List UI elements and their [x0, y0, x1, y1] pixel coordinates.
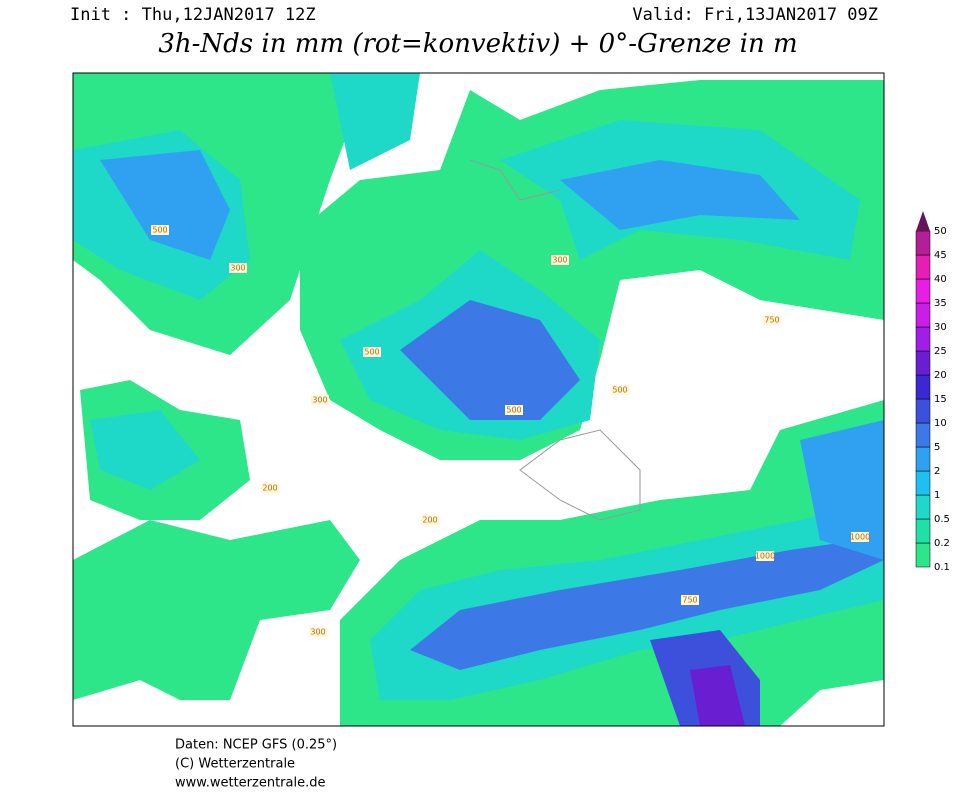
colorbar-segment [915, 470, 931, 496]
iso-label: 500 [152, 226, 167, 235]
colorbar-label: 5 [934, 442, 940, 453]
iso-label: 500 [612, 386, 627, 395]
iso-label-bg [763, 315, 781, 325]
iso-label-bg [261, 483, 279, 493]
map-title: 3h-Nds in mm (rot=konvektiv) + 0°-Grenze… [158, 29, 797, 59]
iso-label: 1000 [755, 552, 775, 561]
iso-label: 300 [310, 628, 325, 637]
colorbar-segment [915, 302, 931, 328]
iso-label: 200 [422, 516, 437, 525]
map-field [72, 72, 885, 727]
iso-label: 500 [364, 348, 379, 357]
colorbar-label: 0.5 [934, 514, 950, 525]
colorbar-label: 10 [934, 418, 947, 429]
iso-label-bg [151, 225, 169, 235]
colorbar-label: 45 [934, 250, 947, 261]
iso-label: 300 [552, 256, 567, 265]
colorbar-segment [915, 518, 931, 544]
colorbar-label: 1 [934, 490, 940, 501]
iso-label-bg [756, 551, 774, 561]
data-source: Daten: NCEP GFS (0.25°) [175, 738, 337, 753]
colorbar-segment [915, 278, 931, 304]
iso-label-bg [611, 385, 629, 395]
colorbar-cap [916, 211, 930, 231]
iso-label: 1000 [850, 533, 870, 542]
colorbar-segment [915, 350, 931, 376]
colorbar-segment [915, 446, 931, 472]
colorbar-segment [915, 398, 931, 424]
init-time: Init : Thu,12JAN2017 12Z [70, 5, 316, 25]
colorbar-segment [915, 374, 931, 400]
colorbar-label: 20 [934, 370, 947, 381]
iso-label-bg [311, 395, 329, 405]
colorbar-segment [915, 422, 931, 448]
iso-label: 750 [764, 316, 779, 325]
iso-label-bg [309, 627, 327, 637]
iso-label-bg [363, 347, 381, 357]
iso-label-bg [851, 532, 869, 542]
iso-label-bg [681, 595, 699, 605]
colorbar-label: 15 [934, 394, 947, 405]
colorbar-label: 50 [934, 226, 947, 237]
iso-label: 500 [506, 406, 521, 415]
iso-label: 750 [682, 596, 697, 605]
iso-label-bg [421, 515, 439, 525]
copyright: (C) Wetterzentrale [175, 757, 295, 772]
colorbar-label: 2 [934, 466, 940, 477]
iso-label: 300 [230, 264, 245, 273]
colorbar-label: 0.2 [934, 538, 950, 549]
colorbar-label: 0.1 [934, 562, 950, 573]
colorbar-segment [915, 494, 931, 520]
iso-label: 200 [262, 484, 277, 493]
colorbar-segment [915, 326, 931, 352]
valid-time: Valid: Fri,13JAN2017 09Z [632, 5, 878, 25]
freezing-level-labels: 300 500 200 300 500 500 750 1000 300 1000 750 300 50… [151, 225, 870, 637]
colorbar-label: 30 [934, 322, 947, 333]
colorbar-label: 40 [934, 274, 947, 285]
colorbar-segment [915, 254, 931, 280]
iso-label: 300 [312, 396, 327, 405]
iso-label-bg [229, 263, 247, 273]
colorbar-segment [915, 230, 931, 256]
colorbar-label: 35 [934, 298, 947, 309]
website: www.wetterzentrale.de [175, 776, 325, 791]
colorbar-label: 25 [934, 346, 947, 357]
iso-label-bg [505, 405, 523, 415]
iso-label-bg [551, 255, 569, 265]
colorbar-segment [915, 542, 931, 568]
